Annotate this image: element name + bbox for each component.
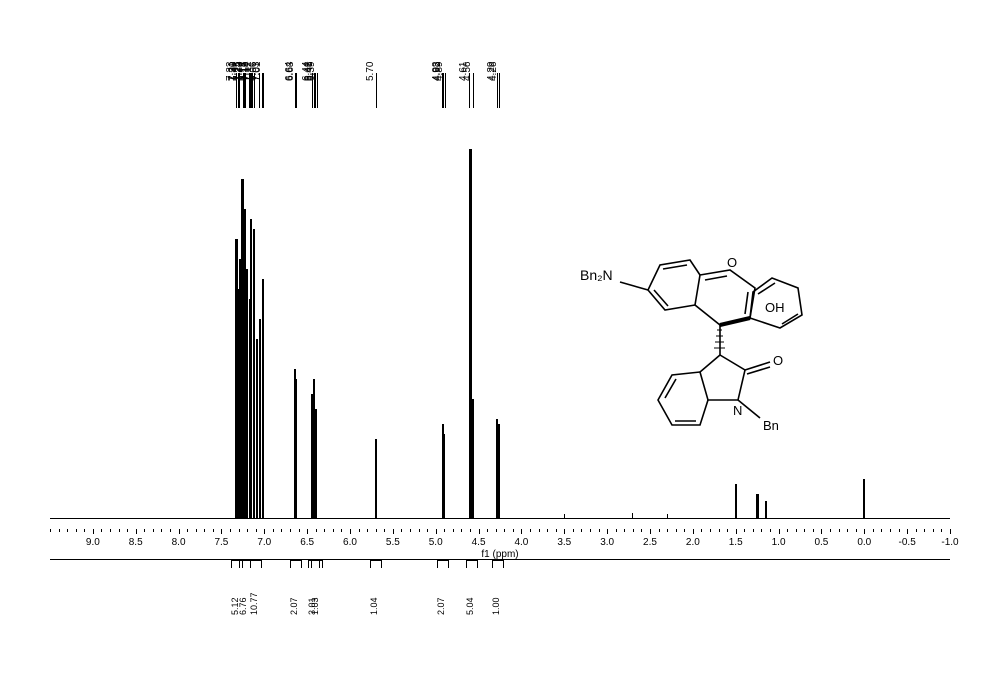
peak-label-tick (445, 73, 446, 108)
axis-tick-label: 7.0 (257, 537, 271, 548)
integral-value-label: 5.04 (465, 597, 475, 615)
axis-tick-label: 1.0 (772, 537, 786, 548)
axis-tick-label: 6.5 (300, 537, 314, 548)
mol-label-oh: OH (765, 300, 785, 315)
axis-tick-label: 9.0 (86, 537, 100, 548)
axis-tick-label: 1.5 (729, 537, 743, 548)
peak-ppm-label: 6.39 (306, 62, 317, 81)
spectrum-peak (472, 399, 474, 519)
peak-label-tick (376, 73, 377, 108)
integral-bracket (311, 560, 323, 568)
spectrum-peak (262, 279, 264, 519)
baseline (50, 518, 950, 519)
axis-tick-label: 0.0 (857, 537, 871, 548)
integral-value-label: 1.04 (369, 597, 379, 615)
spectrum-peak (375, 439, 377, 519)
integral-value-label: 2.07 (289, 597, 299, 615)
integral-bracket (466, 560, 478, 568)
axis-tick-label: 8.5 (129, 537, 143, 548)
peak-label-tick (263, 73, 264, 108)
integral-bracket (250, 560, 262, 568)
spectrum-peak (295, 379, 297, 519)
integral-value-label: 6.76 (238, 597, 248, 615)
axis-tick-label: 5.0 (429, 537, 443, 548)
integral-value-label: 1.03 (310, 597, 320, 615)
spectrum-peak (443, 434, 445, 519)
integral-value-label: 2.07 (436, 597, 446, 615)
peak-label-tick (499, 73, 500, 108)
axis-tick-label: 4.5 (472, 537, 486, 548)
spectrum-peak (863, 479, 865, 519)
plot-area: Bn₂N O OH O N Bn f1 (ppm) 9.0 8.5 8.0 7.5 7.… (50, 110, 950, 560)
peak-ppm-label: 4.56 (462, 62, 473, 81)
peak-labels-region: 7.337.317.307.257.257.247.237.187.177.15… (30, 15, 970, 105)
mol-label-bn: Bn (763, 418, 779, 433)
mol-label-o: O (727, 255, 737, 270)
peak-label-tick (296, 73, 297, 108)
integral-bracket (290, 560, 302, 568)
integral-bracket (437, 560, 449, 568)
spectrum-peak (756, 494, 759, 519)
axis-tick-label: 5.5 (386, 537, 400, 548)
axis-tick-label: 2.0 (686, 537, 700, 548)
axis-tick-label: 7.5 (214, 537, 228, 548)
peak-label-tick (317, 73, 318, 108)
spectrum-peak (735, 484, 737, 519)
nmr-spectrum: 7.337.317.307.257.257.247.237.187.177.15… (30, 10, 970, 680)
axis-tick-label: 6.0 (343, 537, 357, 548)
axis-tick-label: 4.0 (514, 537, 528, 548)
integral-labels-region: 5.126.7610.772.073.011.031.042.075.041.0… (50, 560, 950, 630)
peak-ppm-label: 4.26 (488, 62, 499, 81)
axis-tick-label: -1.0 (941, 537, 958, 548)
molecule-structure: Bn₂N O OH O N Bn (570, 240, 840, 480)
axis-tick-label: -0.5 (899, 537, 916, 548)
mol-label-bn2n: Bn₂N (580, 267, 613, 283)
axis-tick-label: 0.5 (814, 537, 828, 548)
axis-tick-label: 3.0 (600, 537, 614, 548)
axis-tick-label: 2.5 (643, 537, 657, 548)
spectrum-peak (315, 409, 317, 519)
axis-tick-label: 3.5 (557, 537, 571, 548)
peak-label-tick (473, 73, 474, 108)
axis-title: f1 (ppm) (481, 549, 518, 560)
integral-bracket (492, 560, 504, 568)
peak-ppm-label: 7.01 (252, 62, 263, 81)
mol-label-n: N (733, 403, 742, 418)
peak-ppm-label: 6.63 (285, 62, 296, 81)
integral-bracket (370, 560, 382, 568)
spectrum-peak (253, 229, 255, 519)
peak-ppm-label: 5.70 (365, 62, 376, 81)
spectrum-peak (498, 424, 500, 519)
peak-ppm-label: 4.89 (434, 62, 445, 81)
x-axis: f1 (ppm) 9.0 8.5 8.0 7.5 7.0 6.5 6.0 5.5 5.0 4.5 4… (50, 529, 950, 559)
integral-value-label: 10.77 (249, 592, 259, 615)
axis-tick-label: 8.0 (172, 537, 186, 548)
mol-label-co: O (773, 353, 783, 368)
integral-value-label: 1.00 (491, 597, 501, 615)
spectrum-peak (765, 501, 767, 519)
